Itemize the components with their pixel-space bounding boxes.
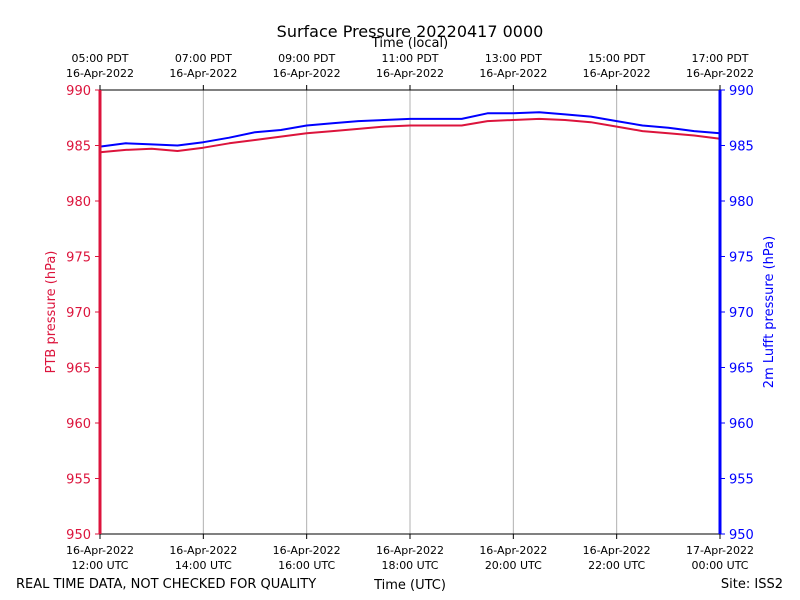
x-tick-label-date: 16-Apr-2022	[583, 544, 651, 557]
left-y-tick-label: 980	[66, 195, 91, 210]
left-y-tick-label: 950	[66, 528, 91, 543]
right-y-tick-label: 975	[729, 251, 754, 266]
x-axis-label: Time (UTC)	[373, 578, 446, 593]
ptb-pressure-line	[99, 117, 721, 154]
top-tick-label-date: 16-Apr-2022	[66, 67, 134, 80]
right-y-tick-label: 965	[729, 362, 754, 377]
x-tick-label-date: 16-Apr-2022	[479, 544, 547, 557]
x-tick-label-date: 16-Apr-2022	[66, 544, 134, 557]
top-axis-label: Time (local)	[371, 36, 448, 51]
top-tick-label-date: 16-Apr-2022	[686, 67, 754, 80]
grid-lines	[202, 90, 618, 534]
top-tick-label-date: 16-Apr-2022	[479, 67, 547, 80]
right-y-tick-label: 950	[729, 528, 754, 543]
x-tick-label-time: 00:00 UTC	[691, 559, 748, 572]
left-y-ticks: 950 955 960 965 970 975 980 985 990	[66, 84, 100, 543]
top-tick-label-date: 16-Apr-2022	[273, 67, 341, 80]
top-tick-label-time: 05:00 PDT	[71, 52, 128, 65]
bottom-x-ticks: 16-Apr-2022 12:00 UTC 16-Apr-2022 14:00 UTC…	[66, 534, 754, 572]
top-tick-label-date: 16-Apr-2022	[583, 67, 651, 80]
top-tick-label-date: 16-Apr-2022	[169, 67, 237, 80]
right-y-tick-label: 990	[729, 84, 754, 99]
x-tick-label-time: 12:00 UTC	[71, 559, 128, 572]
top-tick-label-time: 15:00 PDT	[588, 52, 645, 65]
right-y-tick-label: 960	[729, 417, 754, 432]
top-tick-label-time: 13:00 PDT	[485, 52, 542, 65]
quality-note: REAL TIME DATA, NOT CHECKED FOR QUALITY	[16, 577, 316, 592]
left-y-axis-label: PTB pressure (hPa)	[44, 251, 59, 374]
right-y-tick-label: 985	[729, 140, 754, 155]
x-tick-label-date: 16-Apr-2022	[376, 544, 444, 557]
right-y-tick-label: 980	[729, 195, 754, 210]
top-x-ticks: 05:00 PDT 16-Apr-2022 07:00 PDT 16-Apr-2022…	[66, 52, 754, 90]
left-y-tick-label: 975	[66, 251, 91, 266]
x-tick-label-time: 22:00 UTC	[588, 559, 645, 572]
x-tick-label-time: 18:00 UTC	[381, 559, 438, 572]
left-y-tick-label: 985	[66, 140, 91, 155]
left-y-tick-label: 990	[66, 84, 91, 99]
x-tick-label-time: 14:00 UTC	[175, 559, 232, 572]
right-y-ticks: 950 955 960 965 970 975 980 985 990	[720, 84, 754, 543]
top-tick-label-time: 17:00 PDT	[691, 52, 748, 65]
right-y-tick-label: 970	[729, 306, 754, 321]
top-tick-label-date: 16-Apr-2022	[376, 67, 444, 80]
x-tick-label-time: 16:00 UTC	[278, 559, 335, 572]
site-label: Site: ISS2	[721, 577, 783, 592]
left-y-tick-label: 960	[66, 417, 91, 432]
left-y-tick-label: 970	[66, 306, 91, 321]
left-y-tick-label: 955	[66, 473, 91, 488]
lufft-pressure-line	[99, 111, 721, 148]
x-tick-label-date: 16-Apr-2022	[169, 544, 237, 557]
x-tick-label-date: 16-Apr-2022	[273, 544, 341, 557]
top-tick-label-time: 07:00 PDT	[175, 52, 232, 65]
left-y-tick-label: 965	[66, 362, 91, 377]
x-tick-label-time: 20:00 UTC	[485, 559, 542, 572]
series-lines	[99, 111, 721, 154]
top-tick-label-time: 09:00 PDT	[278, 52, 335, 65]
chart-title: Surface Pressure 20220417 0000	[277, 22, 544, 41]
right-y-tick-label: 955	[729, 473, 754, 488]
x-tick-label-date: 17-Apr-2022	[686, 544, 754, 557]
top-tick-label-time: 11:00 PDT	[381, 52, 438, 65]
right-y-axis-label: 2m Lufft pressure (hPa)	[762, 236, 777, 388]
